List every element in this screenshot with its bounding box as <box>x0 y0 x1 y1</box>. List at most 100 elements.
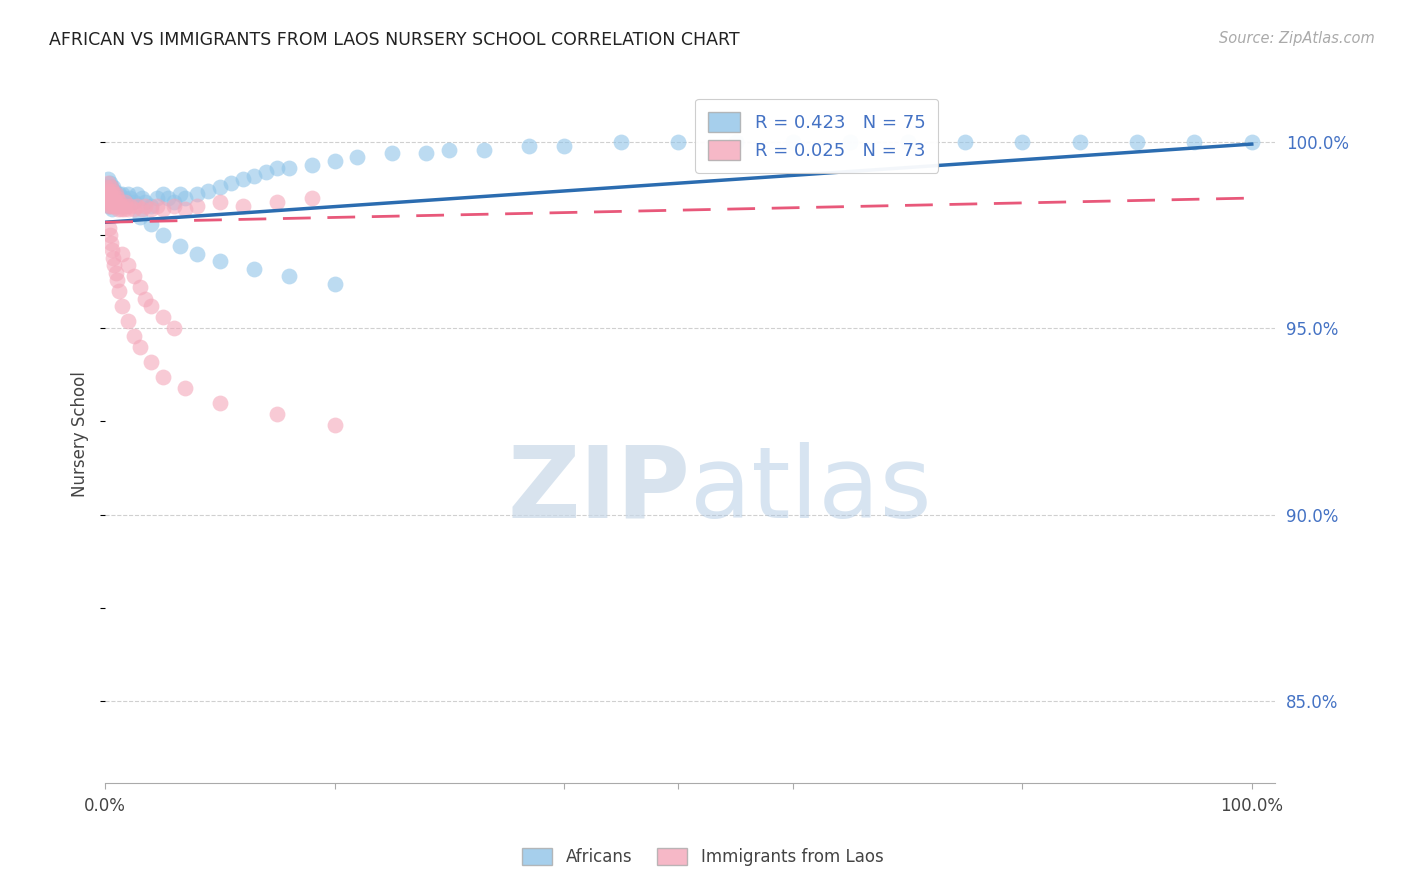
Point <box>108 194 131 209</box>
Point <box>112 191 135 205</box>
Point <box>323 153 346 168</box>
Point <box>100 235 122 250</box>
Point <box>103 198 125 212</box>
Point <box>128 280 150 294</box>
Point <box>134 194 156 209</box>
Point <box>157 191 180 205</box>
Point <box>100 198 122 212</box>
Point <box>111 247 134 261</box>
Point <box>104 194 127 209</box>
Point <box>104 266 127 280</box>
Point <box>103 191 125 205</box>
Point <box>103 194 125 209</box>
Point <box>96 172 118 186</box>
Point <box>169 239 191 253</box>
Point <box>98 187 121 202</box>
Point <box>139 198 162 212</box>
Point <box>186 198 208 212</box>
Point <box>221 176 243 190</box>
Text: Source: ZipAtlas.com: Source: ZipAtlas.com <box>1219 31 1375 46</box>
Point <box>122 329 145 343</box>
Point <box>610 135 633 149</box>
Point <box>139 299 162 313</box>
Point <box>115 198 138 212</box>
Point <box>146 191 169 205</box>
Point <box>724 135 747 149</box>
Point <box>100 194 122 209</box>
Point <box>139 202 162 217</box>
Point <box>97 198 120 212</box>
Point <box>243 169 266 183</box>
Point <box>101 194 124 209</box>
Point <box>782 135 804 149</box>
Point <box>232 198 254 212</box>
Point <box>519 139 541 153</box>
Point <box>152 228 174 243</box>
Point <box>208 194 231 209</box>
Point <box>152 369 174 384</box>
Point <box>96 191 118 205</box>
Point <box>96 194 118 209</box>
Point <box>103 180 125 194</box>
Point <box>128 210 150 224</box>
Point <box>122 194 145 209</box>
Point <box>115 194 138 209</box>
Point <box>163 198 186 212</box>
Point <box>97 220 120 235</box>
Point <box>111 299 134 313</box>
Point <box>1011 135 1033 149</box>
Point <box>346 150 368 164</box>
Point <box>98 228 121 243</box>
Point <box>97 198 120 212</box>
Point <box>97 184 120 198</box>
Point <box>101 187 124 202</box>
Point <box>232 172 254 186</box>
Text: atlas: atlas <box>690 442 932 539</box>
Point <box>266 407 288 421</box>
Point <box>323 277 346 291</box>
Point <box>134 292 156 306</box>
Point <box>111 198 134 212</box>
Point <box>114 194 136 209</box>
Point <box>208 396 231 410</box>
Point <box>197 184 219 198</box>
Point <box>97 184 120 198</box>
Point <box>1240 135 1263 149</box>
Point <box>107 191 129 205</box>
Point <box>103 198 125 212</box>
Point <box>108 284 131 298</box>
Point <box>96 187 118 202</box>
Point <box>163 321 186 335</box>
Point <box>437 143 460 157</box>
Point <box>1126 135 1149 149</box>
Point <box>208 180 231 194</box>
Point <box>163 194 186 209</box>
Point <box>108 198 131 212</box>
Point <box>553 139 575 153</box>
Point <box>1184 135 1206 149</box>
Point <box>96 180 118 194</box>
Point <box>103 191 125 205</box>
Point <box>277 269 299 284</box>
Text: AFRICAN VS IMMIGRANTS FROM LAOS NURSERY SCHOOL CORRELATION CHART: AFRICAN VS IMMIGRANTS FROM LAOS NURSERY … <box>49 31 740 49</box>
Point <box>208 254 231 268</box>
Point <box>266 194 288 209</box>
Legend: Africans, Immigrants from Laos: Africans, Immigrants from Laos <box>516 841 890 873</box>
Point <box>111 187 134 202</box>
Point <box>131 191 153 205</box>
Point <box>152 202 174 217</box>
Point <box>117 314 139 328</box>
Point <box>98 187 121 202</box>
Point <box>122 269 145 284</box>
Point <box>110 202 132 217</box>
Point <box>415 146 437 161</box>
Point <box>174 202 197 217</box>
Point <box>472 143 495 157</box>
Point <box>105 191 128 205</box>
Point <box>101 202 124 217</box>
Point <box>108 194 131 209</box>
Point <box>186 247 208 261</box>
Point <box>108 187 131 202</box>
Point <box>131 202 153 217</box>
Point <box>127 187 149 202</box>
